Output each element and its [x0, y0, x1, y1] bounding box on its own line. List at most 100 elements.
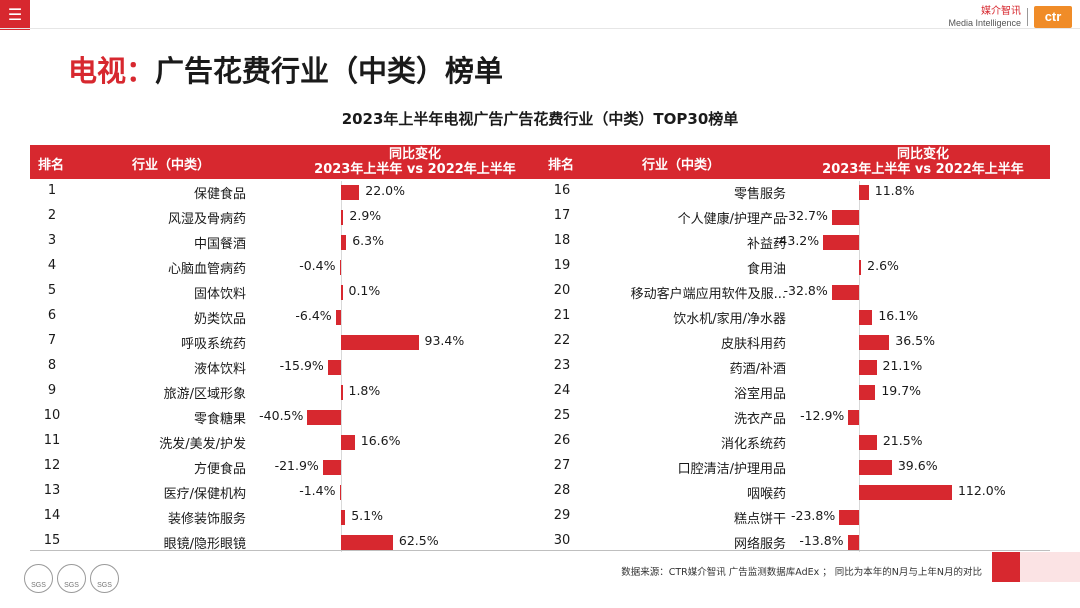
chart-title: 2023年上半年电视广告广告花费行业（中类）TOP30榜单 — [341, 110, 739, 128]
rank-cell: 17 — [553, 208, 571, 223]
rank-cell: 10 — [43, 408, 61, 423]
change-value-label: 112.0% — [957, 483, 1006, 498]
rank-cell: 3 — [47, 233, 57, 248]
industry-cell: 中国餐酒 — [193, 237, 246, 252]
sgs-badge-icon: SGS — [24, 564, 53, 593]
table-row: 10 零食糖果 -40.5% — [30, 404, 540, 429]
table-row: 18 补益药 -43.2% — [540, 229, 1050, 254]
industry-cell: 风湿及骨病药 — [167, 212, 246, 227]
rank-cell: 28 — [553, 483, 571, 498]
change-value-label: -23.8% — [791, 508, 836, 523]
change-bar — [341, 335, 419, 350]
industry-cell: 口腔清洁/护理用品 — [677, 462, 786, 477]
table-row: 19 食用油 2.6% — [540, 254, 1050, 279]
rank-cell: 7 — [47, 333, 57, 348]
top-bar: ☰ 媒介智讯 Media Intelligence ctr — [0, 0, 1080, 30]
table-row: 29 糕点饼干 -23.8% — [540, 504, 1050, 529]
change-value-label: -1.4% — [299, 483, 336, 498]
change-value-label: 62.5% — [398, 533, 439, 548]
change-bar — [341, 185, 360, 200]
industry-cell: 医疗/保健机构 — [163, 487, 246, 502]
change-bar — [341, 235, 347, 250]
industry-cell: 糕点饼干 — [733, 512, 786, 527]
industry-cell: 消化系统药 — [720, 437, 786, 452]
industry-cell: 心脑血管病药 — [167, 262, 246, 277]
change-bar — [831, 210, 859, 225]
change-value-label: -13.8% — [799, 533, 844, 548]
table-row: 26 消化系统药 21.5% — [540, 429, 1050, 454]
change-bar — [327, 360, 341, 375]
table-row: 4 心脑血管病药 -0.4% — [30, 254, 540, 279]
change-value-label: -6.4% — [295, 308, 332, 323]
table-row: 5 固体饮料 0.1% — [30, 279, 540, 304]
table-row: 30 网络服务 -13.8% — [540, 529, 1050, 554]
rank-cell: 15 — [43, 533, 61, 548]
industry-cell: 皮肤科用药 — [720, 337, 786, 352]
industry-cell: 补益药 — [746, 237, 786, 252]
change-bar — [307, 410, 341, 425]
change-value-label: 16.1% — [878, 308, 919, 323]
sgs-badge-icon: SGS — [57, 564, 86, 593]
change-bar — [341, 510, 346, 525]
rank-cell: 8 — [47, 358, 57, 373]
change-bar — [823, 235, 859, 250]
change-value-label: -21.9% — [274, 458, 319, 473]
rank-cell: 27 — [553, 458, 571, 473]
change-bar — [335, 310, 341, 325]
change-value-label: 39.6% — [897, 458, 938, 473]
change-bar — [341, 535, 393, 550]
corner-accent-light — [1020, 552, 1080, 582]
change-value-label: 2.9% — [349, 208, 382, 223]
table-row: 1 保健食品 22.0% — [30, 179, 540, 204]
corner-accent — [992, 552, 1020, 582]
change-bar — [847, 535, 859, 550]
change-value-label: 19.7% — [881, 383, 922, 398]
table-row: 11 洗发/美发/护发 16.6% — [30, 429, 540, 454]
header-change-right-2: 2023年上半年 vs 2022年上半年 — [822, 162, 1024, 177]
table-row: 12 方便食品 -21.9% — [30, 454, 540, 479]
industry-cell: 药酒/补酒 — [729, 362, 786, 377]
change-value-label: -32.8% — [783, 283, 828, 298]
menu-icon[interactable]: ☰ — [0, 0, 30, 30]
table-row: 15 眼镜/隐形眼镜 62.5% — [30, 529, 540, 554]
rank-cell: 29 — [553, 508, 571, 523]
industry-cell: 洗衣产品 — [733, 412, 786, 427]
header-change-left-2: 2023年上半年 vs 2022年上半年 — [314, 162, 516, 177]
rank-cell: 18 — [553, 233, 571, 248]
change-bar — [859, 260, 862, 275]
rank-cell: 20 — [553, 283, 571, 298]
industry-cell: 洗发/美发/护发 — [159, 437, 246, 452]
table-row: 14 装修装饰服务 5.1% — [30, 504, 540, 529]
change-value-label: 36.5% — [895, 333, 935, 348]
change-value-label: -40.5% — [259, 408, 304, 423]
industry-cell: 装修装饰服务 — [167, 512, 246, 527]
rank-cell: 30 — [553, 533, 571, 548]
certification-badges: SGS SGS SGS — [24, 564, 119, 593]
change-bar — [859, 385, 876, 400]
zero-axis-line — [341, 181, 342, 552]
change-value-label: -0.4% — [299, 258, 336, 273]
table-row: 16 零售服务 11.8% — [540, 179, 1050, 204]
change-bar — [839, 510, 859, 525]
table-header: 排名 行业（中类） 同比变化 2023年上半年 vs 2022年上半年 排名 行… — [30, 145, 1050, 179]
change-bar — [859, 185, 869, 200]
rank-cell: 13 — [43, 483, 61, 498]
industry-cell: 奶类饮品 — [193, 312, 246, 327]
change-bar — [341, 385, 343, 400]
header-change-right-1: 同比变化 — [896, 147, 949, 162]
table-row: 3 中国餐酒 6.3% — [30, 229, 540, 254]
change-bar — [859, 485, 952, 500]
change-bar — [341, 435, 355, 450]
brand: 媒介智讯 Media Intelligence ctr — [948, 4, 1072, 30]
change-value-label: 21.1% — [882, 358, 923, 373]
data-source-note: 数据来源：CTR媒介智讯 广告监测数据库AdEx ； 同比为本年的N月与上年N月… — [621, 567, 982, 578]
table-row: 8 液体饮料 -15.9% — [30, 354, 540, 379]
change-value-label: 11.8% — [874, 183, 915, 198]
table-row: 6 奶类饮品 -6.4% — [30, 304, 540, 329]
industry-cell: 食用油 — [746, 262, 786, 277]
industry-cell: 呼吸系统药 — [180, 337, 246, 352]
rank-cell: 4 — [47, 258, 57, 273]
rank-cell: 23 — [553, 358, 571, 373]
industry-cell: 咽喉药 — [746, 487, 786, 502]
change-bar — [339, 485, 341, 500]
